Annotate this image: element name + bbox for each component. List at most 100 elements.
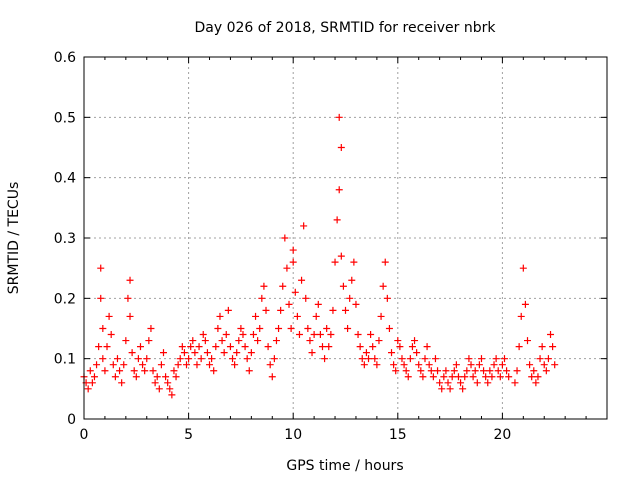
data-point <box>264 343 272 351</box>
data-point <box>404 373 412 381</box>
data-point <box>293 312 301 320</box>
data-point <box>367 331 375 339</box>
data-point <box>289 258 297 266</box>
data-point <box>415 361 423 369</box>
data-point <box>323 325 331 332</box>
data-point <box>201 337 209 345</box>
y-tick-label: 0.2 <box>54 291 76 307</box>
data-point <box>327 331 335 339</box>
data-point <box>339 282 347 290</box>
data-point <box>162 373 170 381</box>
data-point <box>153 373 161 381</box>
data-point <box>526 361 534 369</box>
data-point <box>467 361 475 369</box>
y-tick-label: 0.1 <box>54 352 76 368</box>
data-point <box>180 349 188 357</box>
data-point <box>438 385 446 393</box>
plot-frame <box>83 56 608 420</box>
data-point <box>394 337 402 345</box>
data-point <box>333 216 341 224</box>
data-point <box>97 264 105 272</box>
data-point <box>220 349 228 357</box>
data-point <box>84 385 92 393</box>
data-point <box>90 373 98 381</box>
data-point <box>107 331 115 339</box>
data-point <box>534 373 542 381</box>
data-point <box>166 385 174 393</box>
data-point <box>298 276 306 284</box>
data-point <box>459 385 467 393</box>
data-point <box>465 355 473 363</box>
data-point <box>388 349 396 357</box>
data-point <box>337 144 345 151</box>
data-point <box>289 246 297 254</box>
data-point <box>149 367 157 375</box>
data-point <box>434 367 442 375</box>
chart-title: Day 026 of 2018, SRMTID for receiver nbr… <box>194 20 496 36</box>
data-point <box>490 361 498 369</box>
data-point <box>503 367 511 375</box>
data-point <box>436 379 444 387</box>
data-point <box>369 343 377 351</box>
data-point <box>379 282 387 290</box>
data-point <box>385 325 393 332</box>
data-point <box>549 343 557 351</box>
data-point <box>371 355 379 363</box>
data-point <box>335 186 343 194</box>
x-tick-label: 20 <box>493 427 511 443</box>
data-point <box>440 373 448 381</box>
data-point <box>155 385 163 393</box>
data-point <box>95 343 103 351</box>
data-point <box>262 306 270 314</box>
data-point <box>521 300 529 308</box>
data-point <box>126 276 134 284</box>
data-point <box>536 355 544 363</box>
y-tick-label: 0.4 <box>54 171 76 187</box>
data-point <box>423 343 431 351</box>
data-point <box>496 373 504 381</box>
y-axis-ticks: 0 0.1 0.2 0.3 0.4 0.5 0.6 <box>54 50 607 428</box>
data-point <box>463 367 471 375</box>
data-point <box>105 312 113 320</box>
data-points <box>81 114 559 399</box>
data-point <box>538 343 546 351</box>
x-axis-label: GPS time / hours <box>286 458 403 474</box>
data-point <box>270 355 278 363</box>
data-point <box>427 367 435 375</box>
data-point <box>231 361 239 369</box>
data-point <box>277 306 285 314</box>
data-point <box>226 343 234 351</box>
data-point <box>461 373 469 381</box>
data-point <box>517 312 525 320</box>
data-point <box>398 355 406 363</box>
data-point <box>187 343 195 351</box>
data-point <box>195 343 203 351</box>
data-point <box>511 379 519 387</box>
data-point <box>429 373 437 381</box>
data-point <box>442 367 450 375</box>
data-point <box>316 331 324 339</box>
data-point <box>183 361 191 369</box>
data-point <box>524 337 532 345</box>
data-point <box>109 361 117 369</box>
data-point <box>275 325 283 332</box>
data-point <box>126 312 134 320</box>
data-point <box>241 343 249 351</box>
grid-lines <box>84 57 607 419</box>
data-point <box>203 349 211 357</box>
data-point <box>272 337 280 345</box>
data-point <box>318 343 326 351</box>
data-point <box>325 343 333 351</box>
y-tick-label: 0.6 <box>54 50 76 66</box>
data-point <box>189 337 197 345</box>
data-point <box>314 300 322 308</box>
data-point <box>350 258 358 266</box>
data-point <box>528 373 536 381</box>
data-point <box>172 373 180 381</box>
data-point <box>99 355 107 363</box>
data-point <box>335 113 343 121</box>
data-point <box>99 325 107 332</box>
data-point <box>285 300 293 308</box>
x-tick-label: 0 <box>80 427 89 443</box>
